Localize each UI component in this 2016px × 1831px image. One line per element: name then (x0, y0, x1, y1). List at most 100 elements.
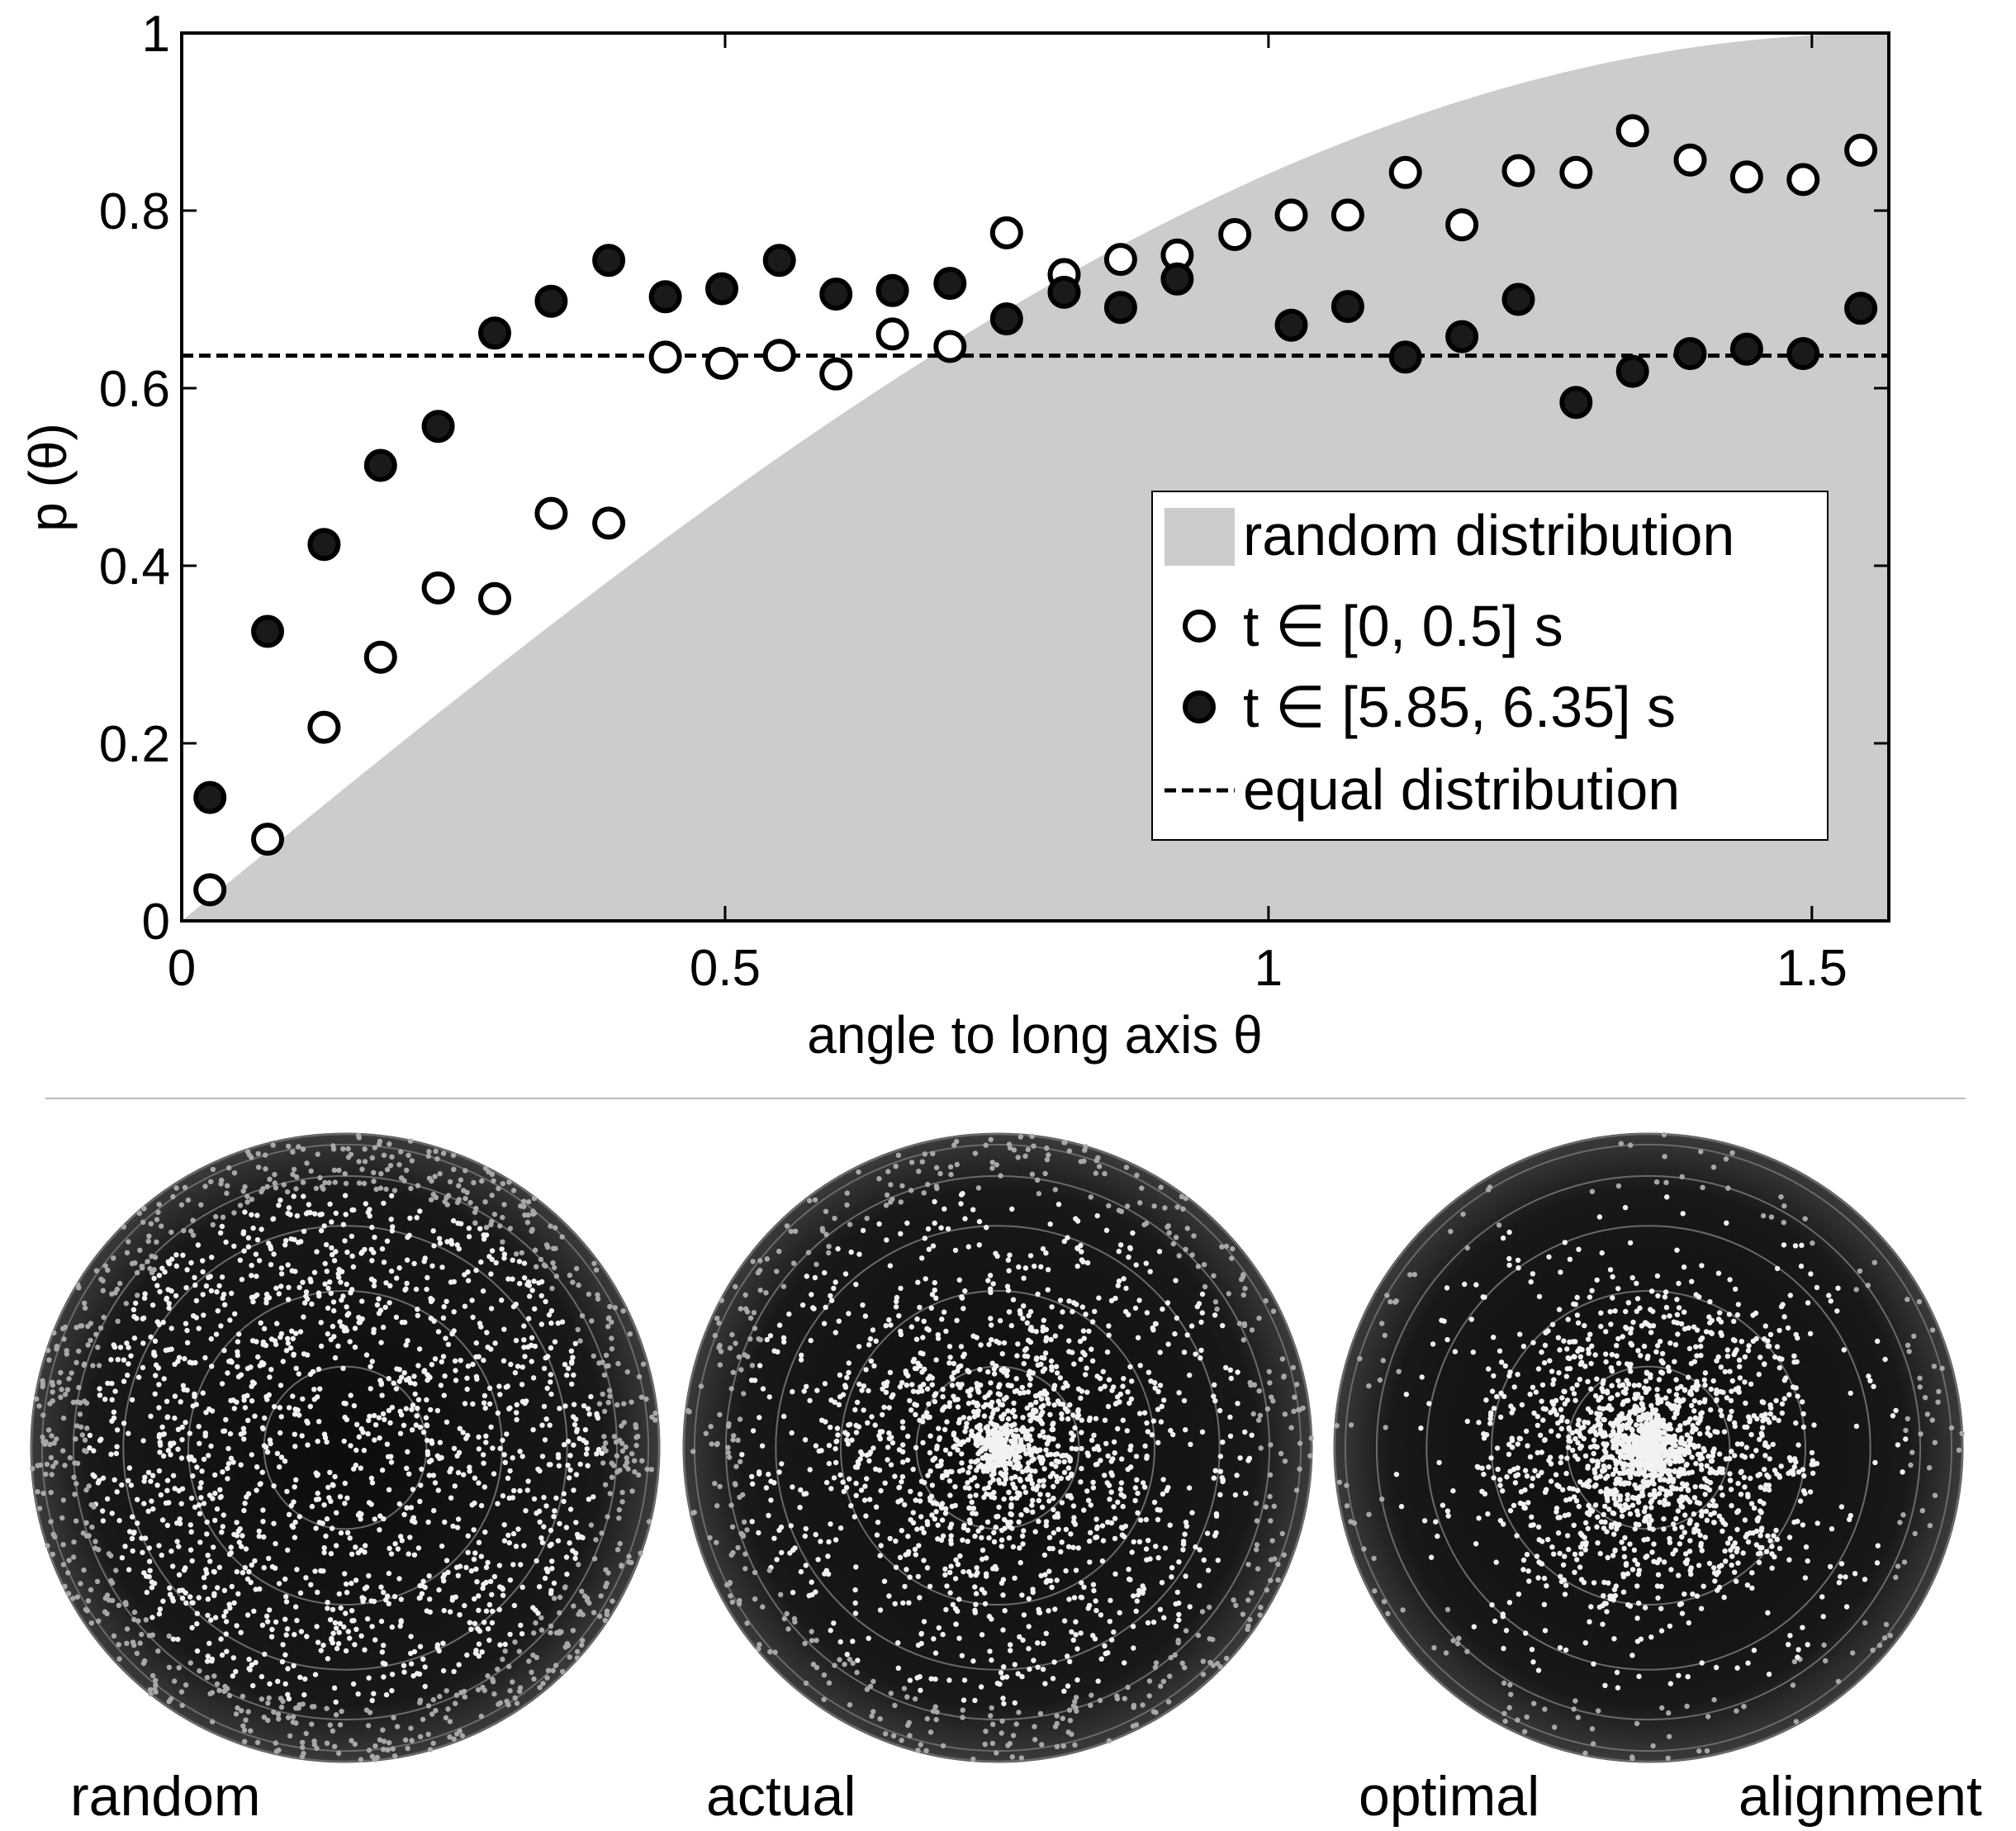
sphere-dot (619, 1448, 626, 1454)
sphere-dot (570, 1548, 576, 1554)
sphere-dot (302, 1676, 308, 1682)
sphere-dot (353, 1577, 359, 1583)
sphere-dot (349, 1580, 354, 1587)
sphere-dot (383, 1186, 389, 1193)
sphere-dot (126, 1345, 131, 1350)
sphere-dot (159, 1552, 164, 1558)
sphere-dot (283, 1599, 290, 1605)
sphere-dot (1183, 1195, 1189, 1202)
sphere-dot (175, 1446, 181, 1452)
sphere-dot (567, 1475, 572, 1481)
sphere-dot (290, 1720, 296, 1725)
sphere-dot (984, 1468, 990, 1474)
sphere-dot (472, 1596, 477, 1602)
sphere-dot (925, 1376, 932, 1382)
sphere-dot (1099, 1523, 1106, 1529)
sphere-dot (455, 1572, 461, 1579)
sphere-dot (500, 1437, 505, 1444)
sphere-dot (921, 1414, 927, 1420)
sphere-dot (444, 1558, 450, 1563)
sphere-dot (223, 1631, 229, 1637)
sphere-dot (292, 1431, 297, 1437)
sphere-dot (341, 1328, 348, 1334)
sphere-dot (903, 1552, 908, 1558)
sphere-dot (1041, 1552, 1048, 1558)
sphere-dot (1805, 1558, 1810, 1564)
sphere-dot (140, 1219, 146, 1226)
sphere-dot (1749, 1453, 1755, 1459)
sphere-dot (1065, 1683, 1071, 1689)
sphere-dot (638, 1394, 644, 1400)
sphere-dot (389, 1672, 396, 1677)
sphere-dot (1199, 1310, 1206, 1316)
sphere-dot (262, 1651, 268, 1658)
sphere-dot (497, 1642, 503, 1648)
sphere-dot (478, 1554, 484, 1559)
sphere-dot (967, 1387, 974, 1393)
sphere-dot (406, 1152, 411, 1159)
sphere-dot (790, 1590, 796, 1596)
sphere-dot (497, 1223, 503, 1229)
sphere-dot (840, 1392, 847, 1397)
sphere-dot (381, 1589, 387, 1596)
sphere-dot (268, 1367, 274, 1373)
sphere-dot (396, 1367, 402, 1373)
sphere-dot (415, 1363, 421, 1369)
sphere-dot (296, 1701, 302, 1708)
sphere-dot (499, 1246, 505, 1252)
sphere-dot (904, 1457, 911, 1463)
sphere-dot (979, 1525, 984, 1530)
sphere-dot (315, 1490, 320, 1497)
sphere-dot (1658, 1606, 1664, 1611)
sphere-dot (1165, 1224, 1170, 1230)
sphere-dot (605, 1316, 612, 1321)
sphere-dot (1027, 1369, 1032, 1374)
sphere-dot (284, 1188, 291, 1195)
sphere-dot (1497, 1517, 1504, 1524)
sphere-dot (51, 1330, 57, 1336)
sphere-dot (1268, 1442, 1274, 1448)
sphere-dot (733, 1283, 738, 1290)
sphere-dot (235, 1364, 240, 1370)
sphere-dot (1066, 1148, 1073, 1154)
sphere-dot (1748, 1381, 1754, 1387)
sphere-dot (289, 1328, 295, 1334)
sphere-dot (940, 1387, 946, 1392)
sphere-dot (1561, 1338, 1567, 1344)
sphere-dot (1145, 1620, 1151, 1626)
sphere-dot (154, 1239, 159, 1245)
sphere-dot (388, 1459, 395, 1465)
sphere-dot (1558, 1454, 1564, 1460)
sphere-dot (937, 1435, 943, 1441)
sphere-dot (330, 1143, 336, 1149)
sphere-dot (445, 1706, 451, 1712)
sphere-dot (927, 1449, 933, 1456)
sphere-dot (335, 1641, 342, 1647)
sphere-dot (240, 1723, 246, 1729)
sphere-dot (924, 1519, 931, 1525)
sphere-dot (261, 1534, 267, 1540)
sphere-dot (510, 1188, 517, 1193)
sphere-dot (998, 1173, 1003, 1179)
sphere-dot (553, 1245, 558, 1251)
sphere-dot (401, 1370, 407, 1376)
sphere-dot (415, 1545, 422, 1551)
sphere-dot (790, 1484, 795, 1490)
sphere-dot (225, 1183, 230, 1188)
sphere-dot (1111, 1629, 1117, 1635)
sphere-dot (78, 1323, 83, 1329)
sphere-dot (561, 1491, 567, 1497)
sphere-dot (238, 1462, 244, 1468)
sphere-dot (81, 1567, 87, 1573)
filled-marker (1445, 320, 1479, 353)
sphere-dot (842, 1384, 849, 1390)
sphere-dot (481, 1582, 486, 1587)
sphere-dot (175, 1426, 182, 1433)
sphere-dot (108, 1553, 114, 1558)
sphere-dot (327, 1201, 333, 1207)
sphere-dot (1078, 1242, 1084, 1249)
sphere-dot (961, 1306, 966, 1312)
sphere-dot (1188, 1323, 1195, 1329)
sphere-dot (1136, 1587, 1142, 1594)
sphere-dot (285, 1335, 291, 1342)
